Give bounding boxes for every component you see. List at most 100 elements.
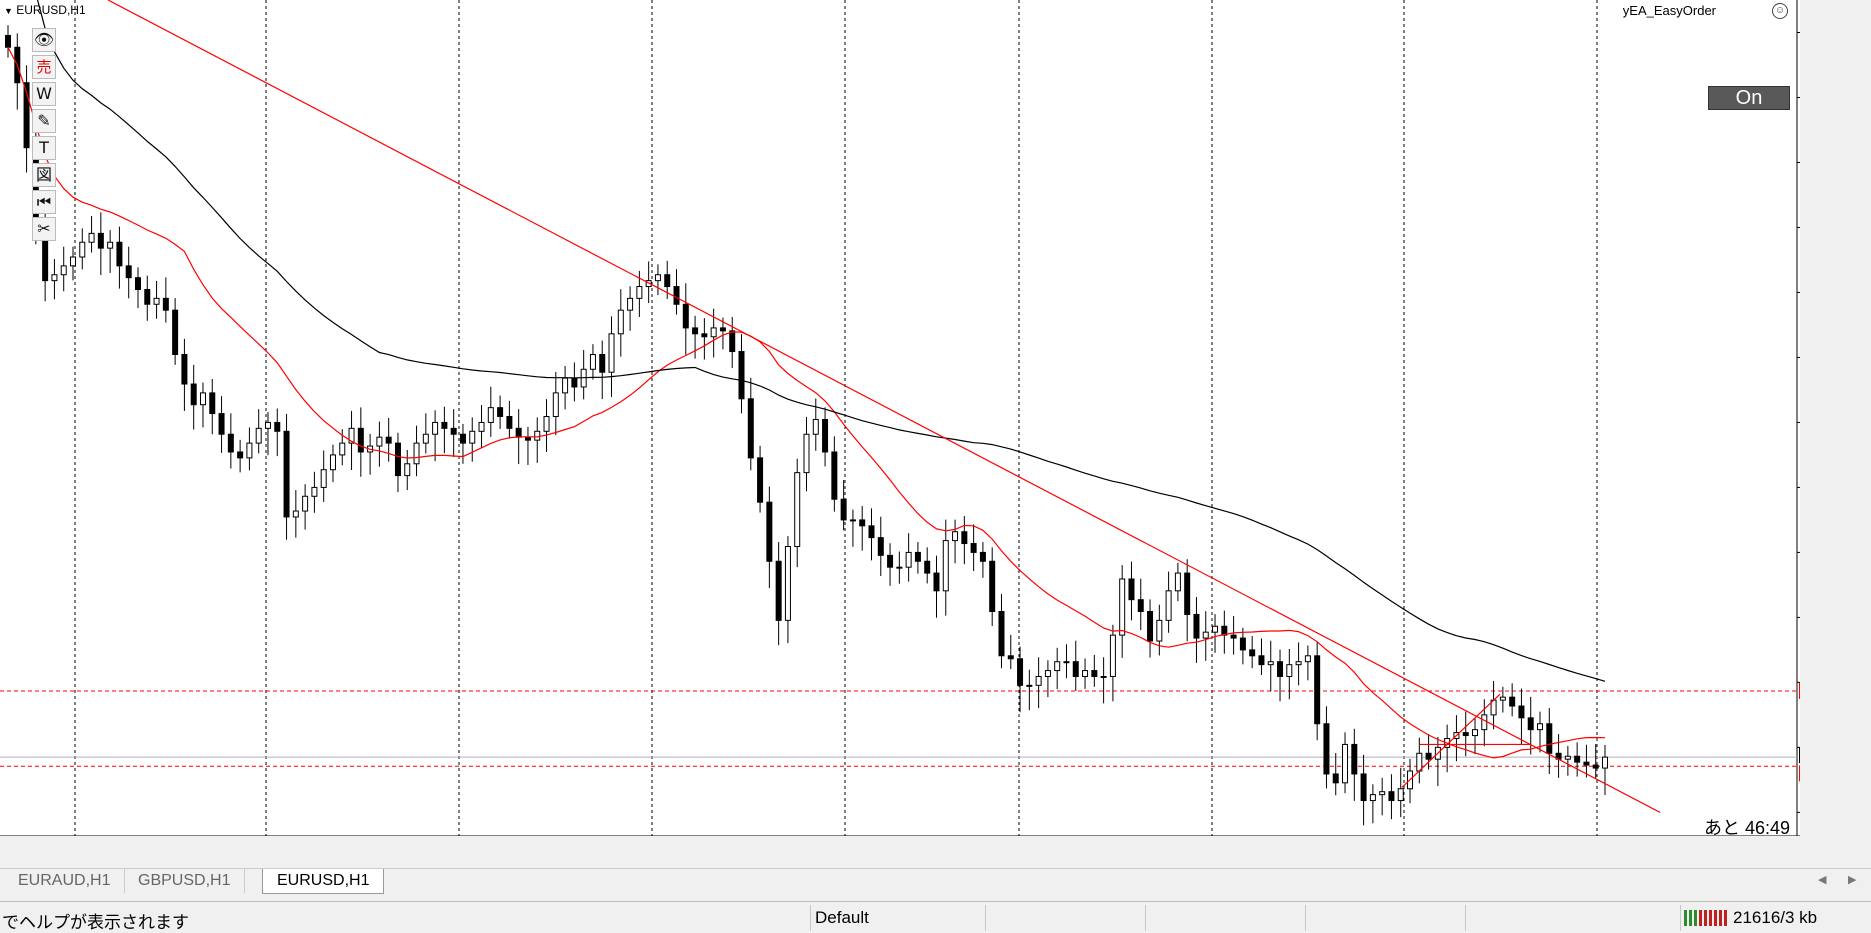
bull-candle: [617, 309, 624, 335]
bear-candle: [1137, 599, 1144, 612]
bear-candle: [1277, 661, 1284, 677]
tab-gbpusd[interactable]: GBPUSD,H1: [124, 869, 246, 893]
bear-candle: [1072, 661, 1079, 677]
bear-candle: [274, 421, 281, 432]
scissors-icon[interactable]: ✂: [32, 217, 56, 241]
bull-candle: [1342, 743, 1349, 784]
bear-candle: [729, 330, 736, 353]
bull-candle: [348, 427, 355, 444]
bull-candle: [1100, 675, 1107, 678]
bear-candle: [914, 551, 921, 562]
bull-candle: [1295, 661, 1302, 666]
trendline-channel-up: [1401, 693, 1501, 788]
bear-candle: [209, 392, 216, 415]
trendline-main: [107, 0, 1661, 813]
bear-candle: [1425, 752, 1432, 760]
bull-candle: [339, 442, 346, 456]
bear-candle: [144, 288, 151, 305]
bear-candle: [840, 498, 847, 521]
status-separator: [1465, 905, 1466, 931]
ea-on-button[interactable]: On: [1708, 86, 1790, 110]
bull-candle: [627, 297, 634, 311]
bull-candle: [1082, 670, 1089, 677]
bull-candle: [376, 436, 383, 447]
bull-candle: [60, 265, 67, 276]
sell-icon[interactable]: 売: [32, 55, 56, 79]
shape-icon[interactable]: 図: [32, 163, 56, 187]
bull-candle: [784, 546, 791, 621]
bull-candle: [812, 418, 819, 435]
bear-candle: [599, 353, 606, 373]
bear-candle: [1314, 655, 1321, 725]
bull-candle: [246, 442, 253, 459]
bear-candle: [227, 433, 234, 453]
bull-candle: [1202, 631, 1209, 639]
w-icon[interactable]: W: [32, 82, 56, 106]
bull-candle: [432, 421, 439, 435]
bull-candle: [1267, 661, 1274, 666]
bull-candle: [1044, 670, 1051, 677]
bull-candle: [952, 531, 959, 542]
help-text: でヘルプが表示されます: [2, 913, 189, 932]
status-separator: [1680, 905, 1681, 931]
bear-candle: [1509, 696, 1516, 707]
tab-eurusd[interactable]: EURUSD,H1: [262, 869, 385, 894]
tab-prev-icon[interactable]: ◀: [1818, 874, 1827, 886]
bull-candle: [1537, 723, 1544, 731]
bull-candle: [311, 486, 318, 497]
bull-candle: [794, 472, 801, 548]
bull-candle: [942, 540, 949, 592]
bear-candle: [998, 610, 1005, 657]
status-separator: [985, 905, 986, 931]
price-chart[interactable]: 15 Nov 202116 Nov 07:0016 Nov 23:0017 No…: [0, 0, 1800, 836]
bull-candle: [1369, 794, 1376, 802]
bull-candle: [589, 353, 596, 370]
bear-candle: [125, 265, 132, 279]
bear-candle: [5, 34, 11, 48]
status-bar: でヘルプが表示されます Default 21616/3 kb: [0, 901, 1871, 932]
bull-candle: [264, 421, 271, 429]
bear-candle: [757, 457, 764, 503]
bear-candle: [1518, 705, 1525, 719]
bear-candle: [747, 398, 754, 459]
bear-candle: [664, 274, 671, 288]
bear-candle: [887, 554, 894, 568]
bear-candle: [1230, 634, 1237, 639]
bear-candle: [218, 413, 225, 435]
bull-candle: [1481, 714, 1488, 731]
bull-candle: [153, 297, 160, 305]
rewind-icon[interactable]: ⏮: [32, 190, 56, 214]
bear-candle: [357, 427, 364, 453]
bear-candle: [190, 383, 197, 406]
tab-next-icon[interactable]: ▶: [1848, 874, 1857, 886]
bull-candle: [1379, 791, 1386, 796]
text-icon[interactable]: T: [32, 136, 56, 160]
bull-candle: [1286, 664, 1293, 677]
drawing-toolbar: 👁 売 W ✎ T 図 ⏮ ✂: [32, 28, 56, 244]
chart-area[interactable]: 15 Nov 202116 Nov 07:0016 Nov 23:0017 No…: [0, 0, 1800, 838]
tab-euraud[interactable]: EURAUD,H1: [4, 869, 126, 893]
bear-candle: [1221, 625, 1228, 636]
bar-countdown: あと 46:49: [1704, 818, 1791, 838]
bull-candle: [1063, 661, 1070, 664]
symbol-label: ▼ EURUSD,H1: [4, 3, 86, 17]
bear-candle: [162, 297, 169, 311]
bear-candle: [134, 277, 141, 290]
bull-candle: [255, 427, 262, 444]
bear-candle: [571, 377, 578, 388]
status-separator: [1305, 905, 1306, 931]
bear-candle: [692, 327, 699, 335]
eye-icon[interactable]: 👁: [32, 28, 56, 52]
bull-candle: [1212, 625, 1219, 633]
bear-candle: [1323, 723, 1330, 775]
bear-candle: [97, 232, 104, 249]
profile-name: Default: [815, 908, 869, 927]
bull-candle: [1109, 634, 1116, 677]
bear-candle: [775, 560, 782, 621]
bear-candle: [1184, 572, 1191, 615]
bull-candle: [710, 327, 717, 338]
bear-candle: [385, 436, 392, 444]
connection-bars-icon: [1684, 910, 1727, 926]
bull-candle: [1165, 590, 1172, 621]
pencil-icon[interactable]: ✎: [32, 109, 56, 133]
